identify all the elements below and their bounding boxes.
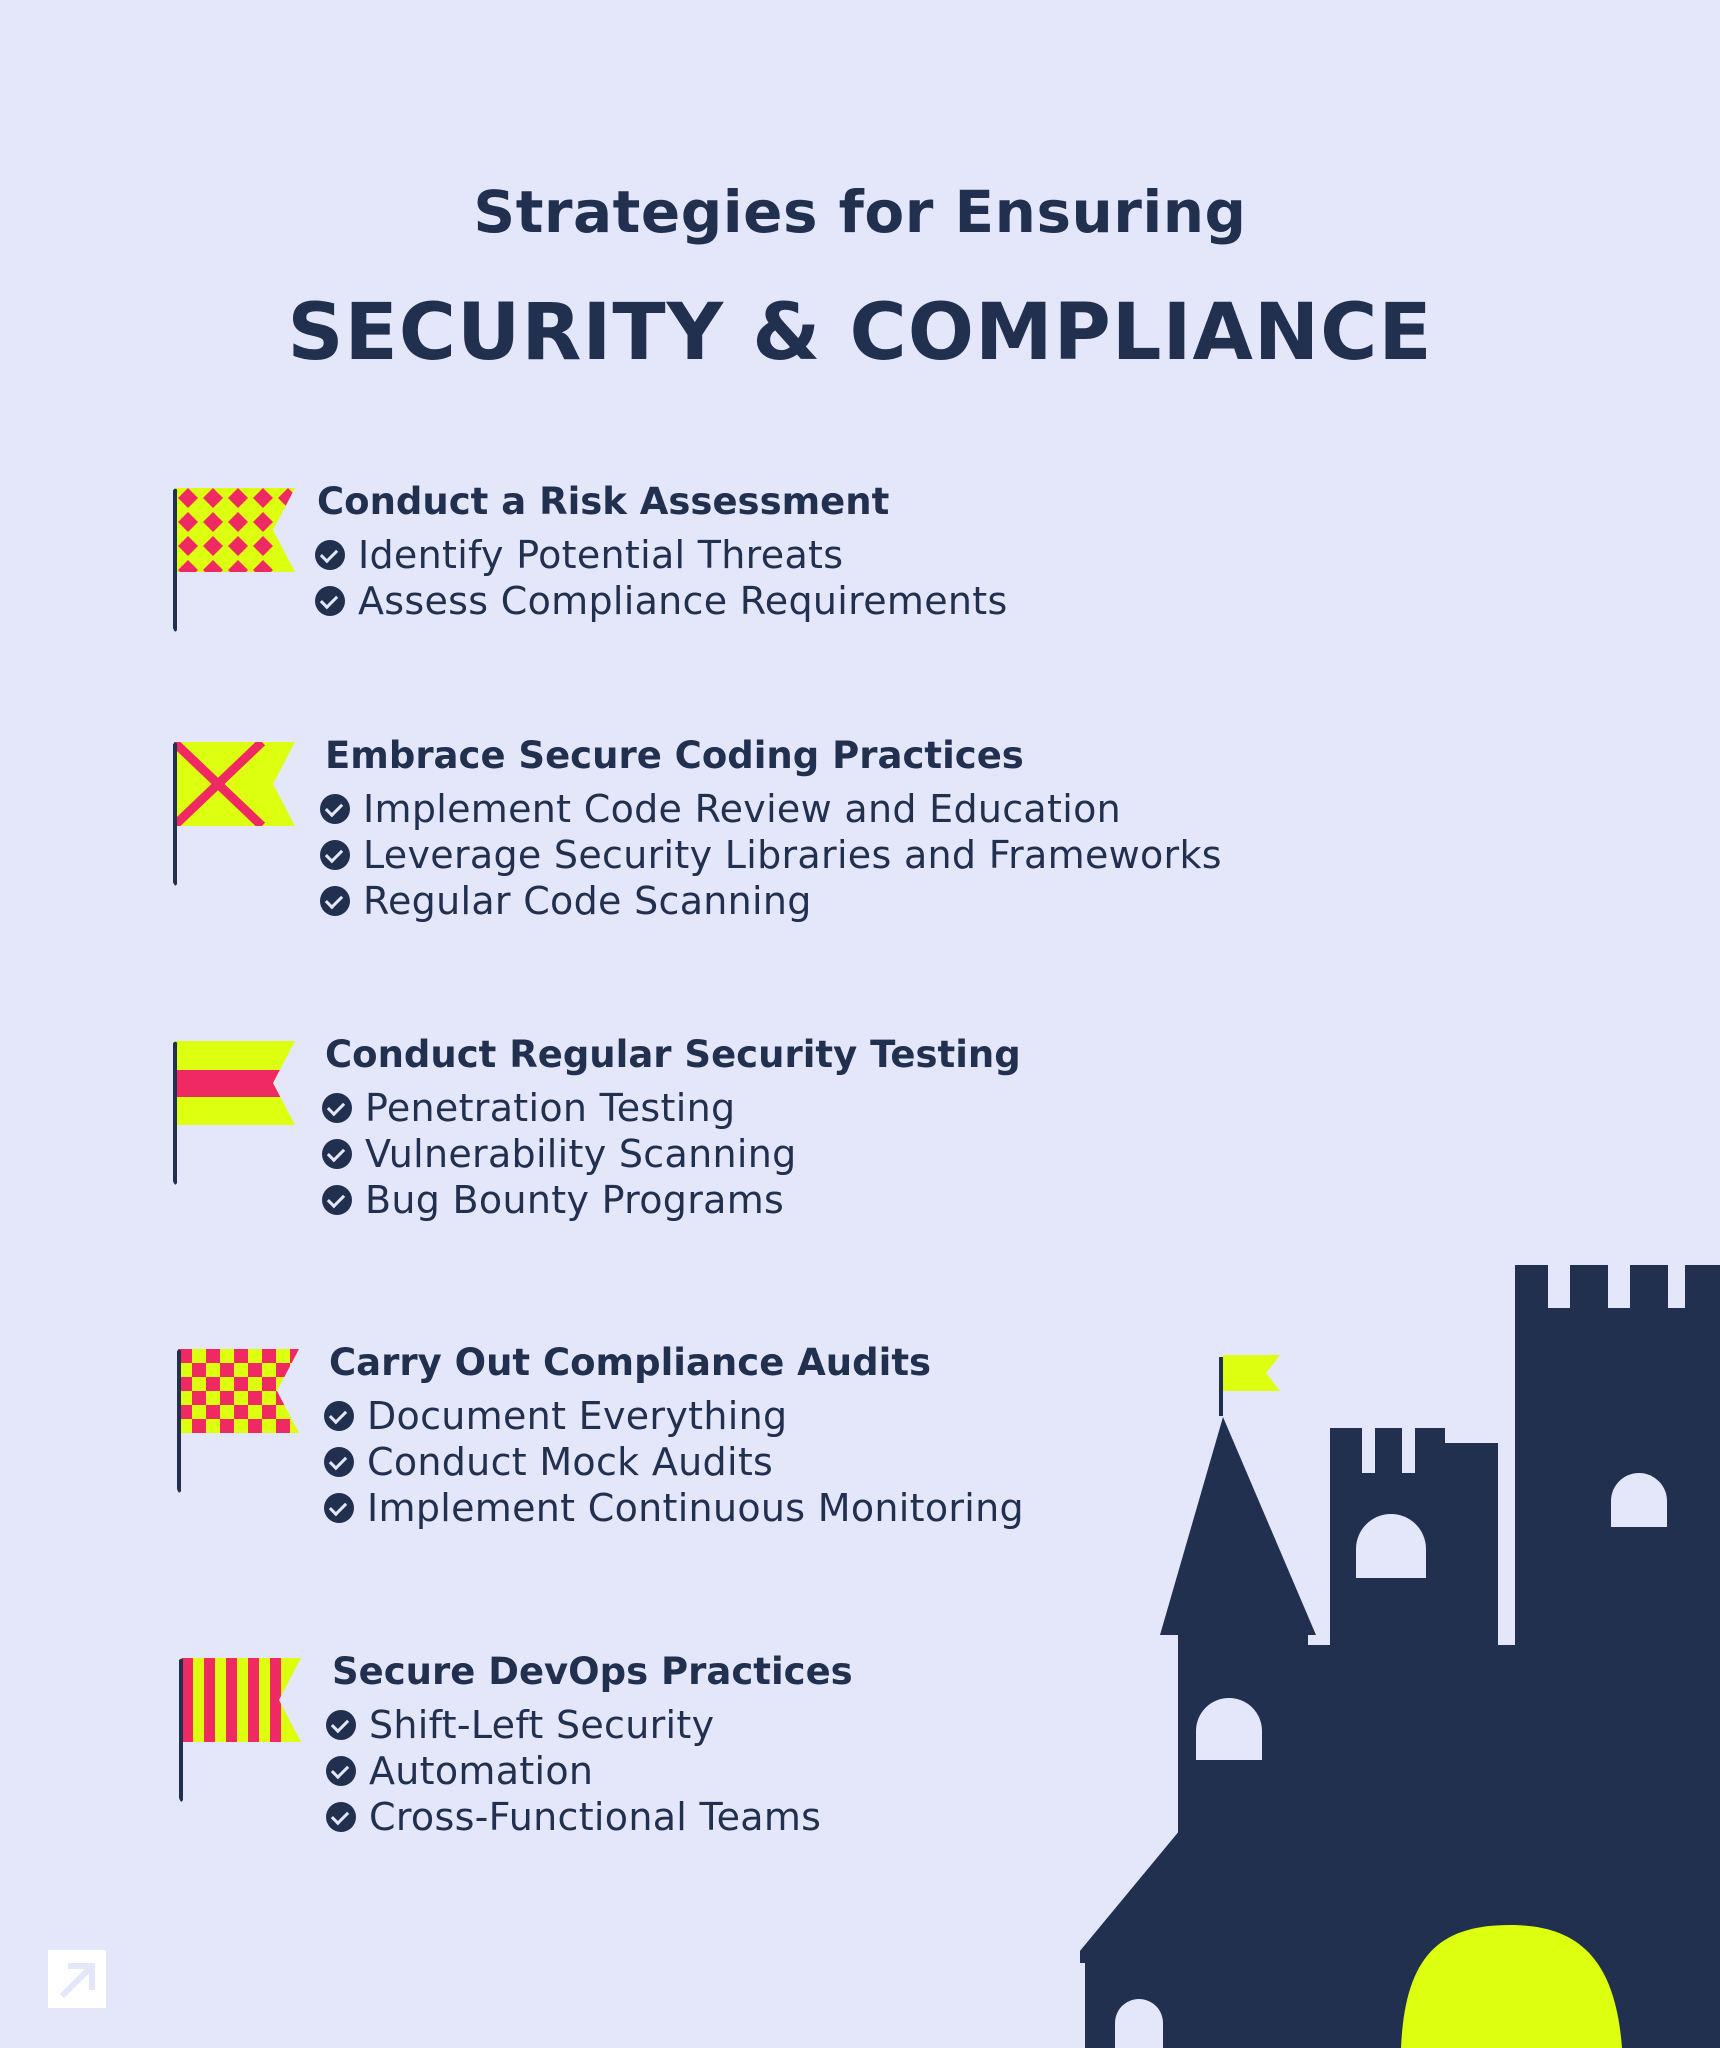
checkmark-icon [324, 1447, 354, 1477]
section-title: Embrace Secure Coding Practices [325, 734, 1024, 777]
section-title: Conduct Regular Security Testing [325, 1033, 1021, 1076]
checkmark-icon [320, 794, 350, 824]
list-item: Assess Compliance Requirements [315, 578, 1008, 624]
bullet-list: Shift-Left Security Automation Cross-Fun… [326, 1702, 821, 1840]
list-item: Implement Code Review and Education [320, 786, 1222, 832]
castle-icon [1080, 1265, 1720, 2048]
checkmark-icon [315, 540, 345, 570]
list-item: Leverage Security Libraries and Framewor… [320, 832, 1222, 878]
list-item: Penetration Testing [322, 1085, 797, 1131]
checkmark-icon [320, 840, 350, 870]
checkered-flag-icon [177, 1349, 299, 1493]
list-item: Conduct Mock Audits [324, 1439, 1024, 1485]
checkmark-icon [322, 1139, 352, 1169]
checkmark-icon [315, 586, 345, 616]
bullet-list: Document Everything Conduct Mock Audits … [324, 1393, 1024, 1531]
bullet-list: Implement Code Review and Education Leve… [320, 786, 1222, 924]
checkmark-icon [324, 1401, 354, 1431]
checkmark-icon [322, 1185, 352, 1215]
checkmark-icon [326, 1710, 356, 1740]
stripe-flag-icon [173, 1041, 295, 1185]
bullet-list: Penetration Testing Vulnerability Scanni… [322, 1085, 797, 1223]
section-title: Secure DevOps Practices [332, 1650, 853, 1693]
page-title: SECURITY & COMPLIANCE [287, 288, 1433, 378]
list-item: Automation [326, 1748, 821, 1794]
section-title: Carry Out Compliance Audits [329, 1341, 932, 1384]
checkmark-icon [320, 886, 350, 916]
list-item: Shift-Left Security [326, 1702, 821, 1748]
checkmark-icon [326, 1756, 356, 1786]
list-item: Cross-Functional Teams [326, 1794, 821, 1840]
checkmark-icon [322, 1093, 352, 1123]
diamond-pattern-flag-icon [173, 488, 295, 632]
list-item: Regular Code Scanning [320, 878, 1222, 924]
bullet-list: Identify Potential Threats Assess Compli… [315, 532, 1008, 624]
list-item: Document Everything [324, 1393, 1024, 1439]
arrow-logo-icon [48, 1950, 106, 2008]
list-item: Implement Continuous Monitoring [324, 1485, 1024, 1531]
section-title: Conduct a Risk Assessment [317, 480, 890, 523]
list-item: Identify Potential Threats [315, 532, 1008, 578]
vertical-stripes-flag-icon [179, 1658, 301, 1802]
checkmark-icon [326, 1802, 356, 1832]
saltire-flag-icon [173, 742, 295, 886]
list-item: Bug Bounty Programs [322, 1177, 797, 1223]
list-item: Vulnerability Scanning [322, 1131, 797, 1177]
pre-title: Strategies for Ensuring [473, 178, 1247, 246]
checkmark-icon [324, 1493, 354, 1523]
